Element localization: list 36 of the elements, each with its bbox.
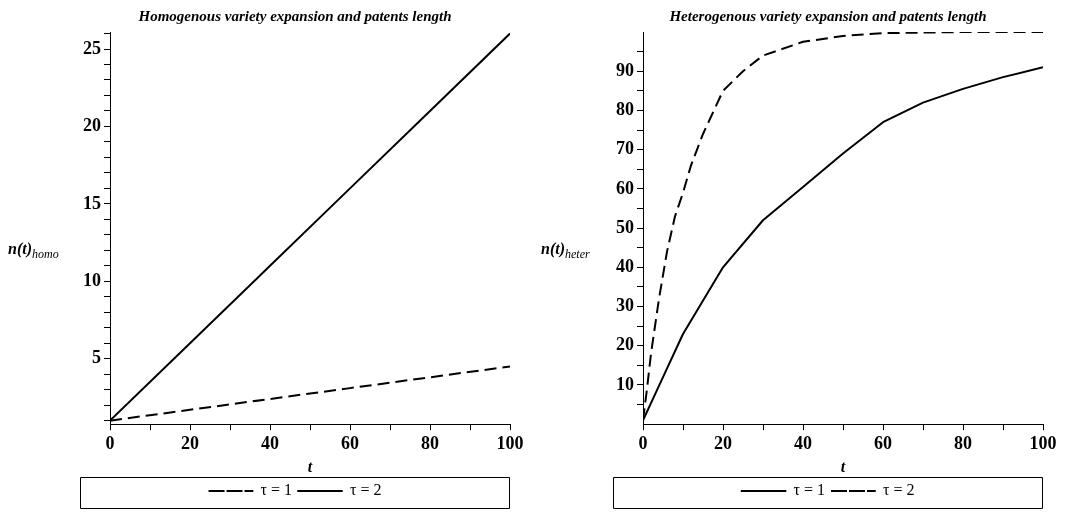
- y-tick-label: 10: [616, 373, 634, 394]
- x-tick-label: 0: [105, 432, 115, 453]
- legend-label: τ = 2: [350, 481, 382, 499]
- y-tick-label: 5: [92, 347, 101, 368]
- legend-label: τ = 1: [260, 481, 292, 499]
- x-tick-label: 100: [496, 432, 524, 453]
- chart-title: Heterogenous variety expansion and patents length: [668, 7, 987, 24]
- x-tick-label: 60: [874, 432, 892, 453]
- y-tick-label: 60: [616, 177, 634, 198]
- chart-title: Homogenous variety expansion and patents length: [137, 7, 452, 24]
- y-tick-label: 80: [616, 99, 634, 120]
- legend-label: τ = 2: [883, 481, 915, 499]
- x-tick-label: 0: [638, 432, 648, 453]
- y-axis-title: n(t)$_{homo}$: [8, 240, 59, 263]
- x-tick-label: 40: [261, 432, 279, 453]
- x-axis-title: t: [307, 457, 313, 475]
- y-tick-label: 50: [616, 216, 634, 237]
- y-axis-title: n(t)$_{heter}$: [541, 240, 590, 263]
- y-tick-label: 15: [83, 192, 101, 213]
- y-tick-label: 70: [616, 138, 634, 159]
- x-tick-label: 100: [1029, 432, 1057, 453]
- x-tick-label: 20: [181, 432, 199, 453]
- x-tick-label: 80: [421, 432, 439, 453]
- y-tick-label: 30: [616, 295, 634, 316]
- x-axis-title: t: [840, 457, 846, 475]
- x-tick-label: 80: [954, 432, 972, 453]
- y-tick-label: 40: [616, 255, 634, 276]
- legend-label: τ = 1: [793, 481, 825, 499]
- x-tick-label: 40: [794, 432, 812, 453]
- y-tick-label: 25: [83, 37, 101, 58]
- y-tick-label: 20: [616, 334, 634, 355]
- x-tick-label: 20: [714, 432, 732, 453]
- y-tick-label: 20: [83, 115, 101, 136]
- x-tick-label: 60: [341, 432, 359, 453]
- y-tick-label: 90: [616, 59, 634, 80]
- y-tick-label: 10: [83, 269, 101, 290]
